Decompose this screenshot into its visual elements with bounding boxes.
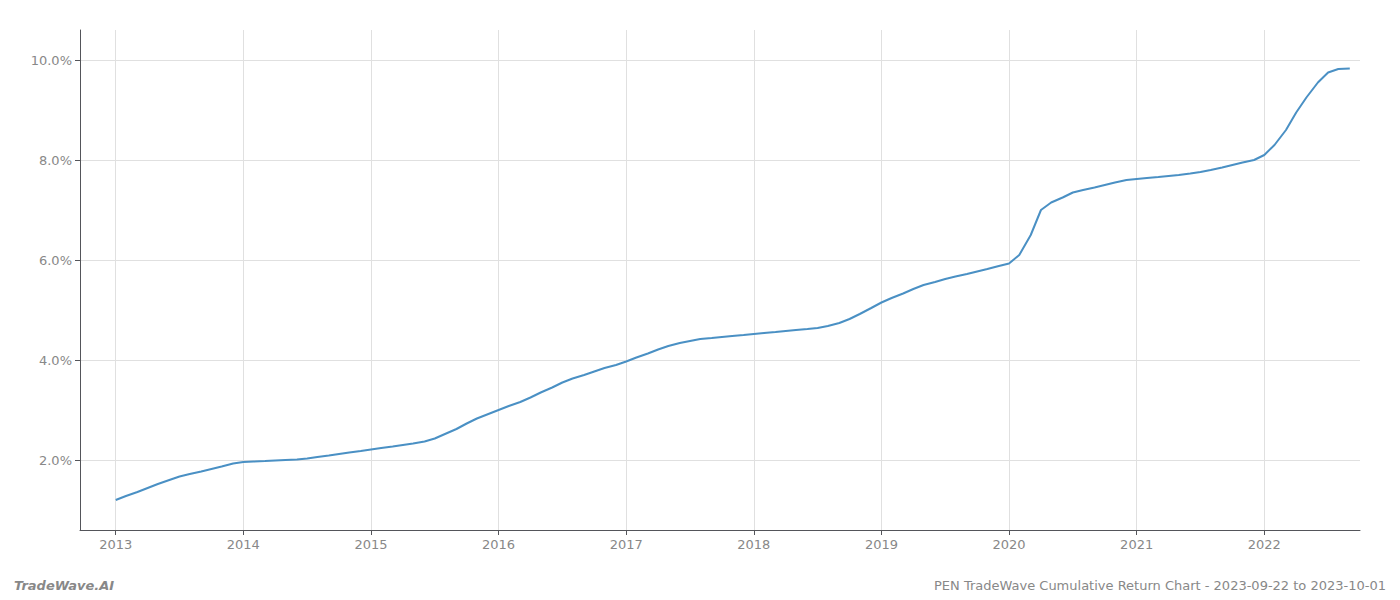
- svg-text:2013: 2013: [99, 537, 132, 552]
- svg-text:PEN TradeWave Cumulative Retur: PEN TradeWave Cumulative Return Chart - …: [934, 578, 1386, 593]
- svg-text:2015: 2015: [354, 537, 387, 552]
- svg-text:2016: 2016: [482, 537, 515, 552]
- svg-text:2019: 2019: [865, 537, 898, 552]
- svg-text:2022: 2022: [1248, 537, 1281, 552]
- svg-text:2018: 2018: [737, 537, 770, 552]
- svg-text:4.0%: 4.0%: [39, 353, 72, 368]
- svg-text:2017: 2017: [610, 537, 643, 552]
- svg-text:2.0%: 2.0%: [39, 453, 72, 468]
- svg-text:6.0%: 6.0%: [39, 253, 72, 268]
- svg-text:2014: 2014: [227, 537, 260, 552]
- svg-text:TradeWave.AI: TradeWave.AI: [14, 578, 114, 593]
- svg-text:2020: 2020: [993, 537, 1026, 552]
- svg-text:8.0%: 8.0%: [39, 153, 72, 168]
- svg-text:2021: 2021: [1120, 537, 1153, 552]
- svg-text:10.0%: 10.0%: [31, 53, 72, 68]
